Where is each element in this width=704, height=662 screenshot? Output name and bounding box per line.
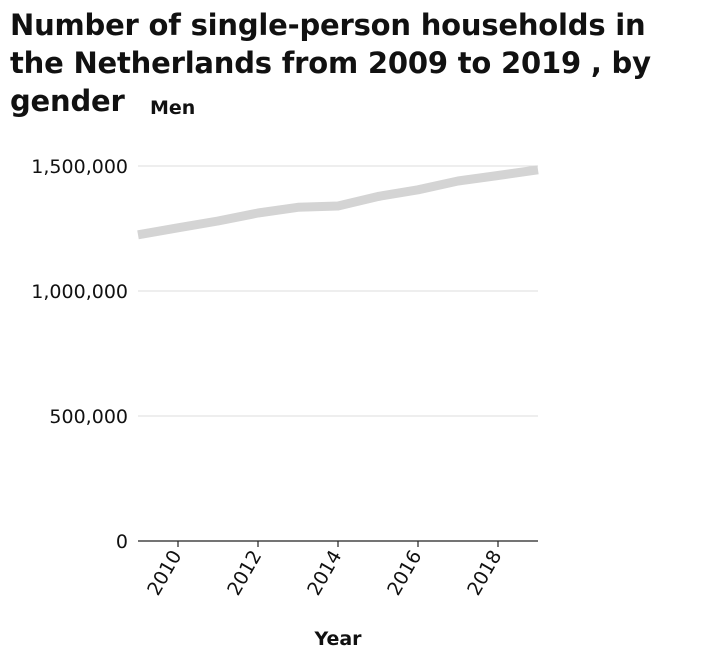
axes	[138, 540, 538, 547]
y-axis-label: Men	[150, 97, 195, 119]
y-tick-label: 0	[116, 531, 128, 553]
y-tick-label: 1,000,000	[31, 281, 128, 303]
x-tick-label: 2014	[303, 547, 346, 600]
series-line	[137, 165, 539, 240]
y-tick-label: 500,000	[49, 406, 128, 428]
x-tick-label: 2016	[383, 547, 426, 600]
series-layer	[137, 165, 539, 240]
x-axis-label: Year	[313, 628, 362, 650]
chart-title: Number of single-person households in th…	[10, 8, 651, 118]
x-tick-label: 2018	[463, 547, 506, 600]
x-tick-label: 2010	[143, 547, 186, 600]
grid-lines	[138, 165, 538, 417]
y-tick-label: 1,500,000	[31, 156, 128, 178]
tick-labels: 0 500,000 1,000,000 1,500,000 2010 2012 2014 20…	[31, 156, 506, 599]
x-tick-label: 2012	[223, 547, 266, 600]
